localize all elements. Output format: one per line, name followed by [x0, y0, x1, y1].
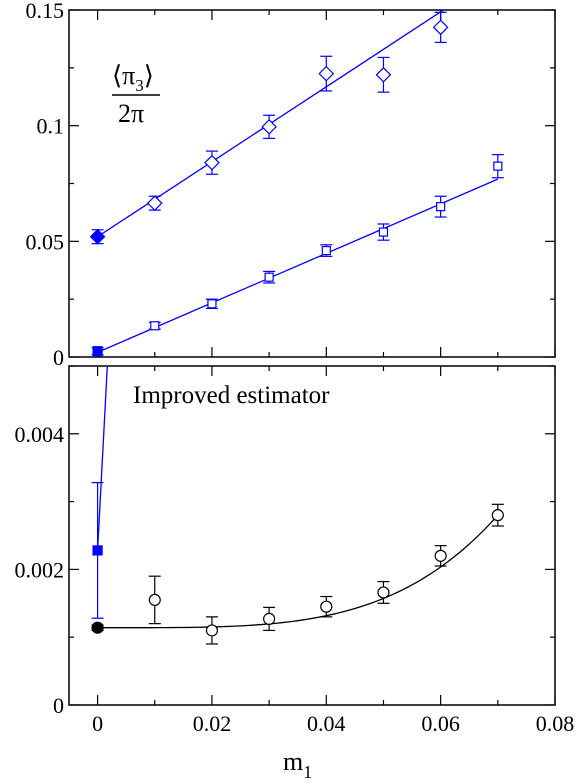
data-point-diamond: [432, 19, 449, 36]
y-label-open: ⟨π: [112, 61, 135, 90]
data-point-square: [92, 545, 103, 556]
fit-curve: [97, 514, 499, 629]
x-tick-label: 0.02: [193, 711, 232, 736]
y-tick-label: 0.1: [37, 114, 65, 139]
annotation-improved-estimator: Improved estimator: [133, 382, 330, 409]
data-point-diamond: [89, 228, 106, 245]
data-point-diamond: [146, 195, 163, 212]
data-point-square: [436, 202, 446, 212]
x-label-base: m: [283, 747, 303, 776]
bottom-panel: 0 0.02 0.04 0.06 0.08 0 0.002 0.004: [15, 365, 575, 736]
data-point-diamond: [375, 66, 392, 83]
data-point-circle: [377, 586, 390, 599]
data-point-circle: [148, 593, 161, 607]
plot-content: [89, 10, 504, 357]
plot-frame: [68, 365, 556, 706]
y-label-subscript: 3: [135, 76, 144, 95]
fit-line: [96, 366, 108, 551]
y-tick-label: 0.05: [26, 229, 65, 254]
x-axis-label: m1: [283, 747, 312, 782]
y-tick-label: 0.15: [26, 0, 65, 23]
data-point-circle: [491, 509, 504, 522]
data-point-diamond: [318, 65, 335, 82]
y-label-numerator: ⟨π3⟩: [112, 61, 154, 95]
y-tick-label: 0.002: [15, 557, 65, 582]
top-panel: 0 0.05 0.1 0.15: [26, 0, 556, 370]
x-tick-label: 0.04: [307, 711, 346, 736]
x-tick-label: 0: [92, 711, 103, 736]
x-tick-label: 0.08: [536, 711, 575, 736]
data-point-circle: [434, 549, 447, 562]
data-point-square: [207, 299, 217, 309]
data-point-diamond: [204, 154, 220, 171]
x-label-subscript: 1: [303, 762, 312, 782]
data-point-square: [264, 272, 274, 282]
y-tick-label: 0: [53, 693, 64, 718]
data-point-circle: [205, 624, 219, 637]
plot-frame: [68, 9, 556, 358]
data-point-diamond: [261, 118, 277, 135]
y-tick-label: 0.004: [15, 422, 65, 447]
plot-content: [91, 366, 504, 645]
data-point-circle: [263, 612, 276, 625]
x-tick-label: 0.06: [421, 711, 460, 736]
data-point-circle: [320, 600, 333, 613]
data-point-square: [150, 321, 160, 331]
data-point-square: [378, 227, 389, 237]
y-axis-label-top: ⟨π3⟩ 2π: [112, 61, 160, 128]
data-point-circle: [91, 621, 104, 634]
fit-curve: [97, 178, 499, 353]
data-point-square: [493, 161, 503, 171]
y-tick-label: 0: [53, 345, 64, 370]
y-label-close: ⟩: [144, 61, 154, 90]
data-point-square: [92, 346, 103, 357]
y-label-denominator: 2π: [118, 99, 144, 128]
data-point-square: [321, 245, 331, 256]
